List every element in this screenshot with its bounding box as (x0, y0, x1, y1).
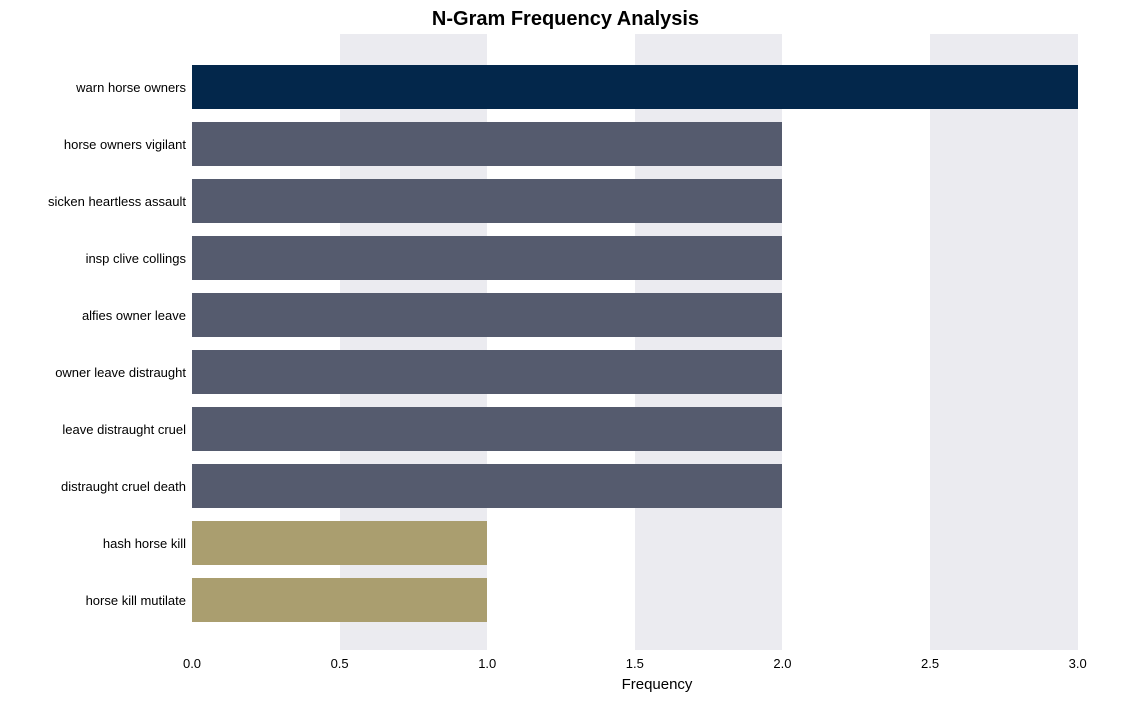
bar (192, 407, 782, 451)
grid-band (782, 34, 930, 650)
y-tick-label: leave distraught cruel (62, 422, 192, 437)
bar (192, 122, 782, 166)
y-tick-label: horse kill mutilate (86, 593, 192, 608)
x-tick-label: 1.5 (626, 656, 644, 671)
bar (192, 521, 487, 565)
bar (192, 464, 782, 508)
x-axis-label: Frequency (192, 676, 1122, 693)
ngram-frequency-chart: N-Gram Frequency Analysis warn horse own… (0, 0, 1131, 701)
bar (192, 293, 782, 337)
x-tick-label: 3.0 (1069, 656, 1087, 671)
bar (192, 65, 1078, 109)
y-tick-label: insp clive collings (86, 251, 192, 266)
plot-area: warn horse ownershorse owners vigilantsi… (192, 34, 1122, 650)
bar (192, 236, 782, 280)
x-tick-label: 2.5 (921, 656, 939, 671)
y-tick-label: warn horse owners (76, 80, 192, 95)
y-tick-label: horse owners vigilant (64, 137, 192, 152)
bar (192, 578, 487, 622)
bar (192, 179, 782, 223)
x-tick-label: 0.0 (183, 656, 201, 671)
x-tick-label: 1.0 (478, 656, 496, 671)
bar (192, 350, 782, 394)
x-tick-label: 2.0 (773, 656, 791, 671)
y-tick-label: hash horse kill (103, 536, 192, 551)
x-tick-label: 0.5 (331, 656, 349, 671)
y-tick-label: sicken heartless assault (48, 194, 192, 209)
y-tick-label: distraught cruel death (61, 479, 192, 494)
grid-band (1078, 34, 1122, 650)
chart-title: N-Gram Frequency Analysis (0, 8, 1131, 31)
y-tick-label: owner leave distraught (55, 365, 192, 380)
y-tick-label: alfies owner leave (82, 308, 192, 323)
